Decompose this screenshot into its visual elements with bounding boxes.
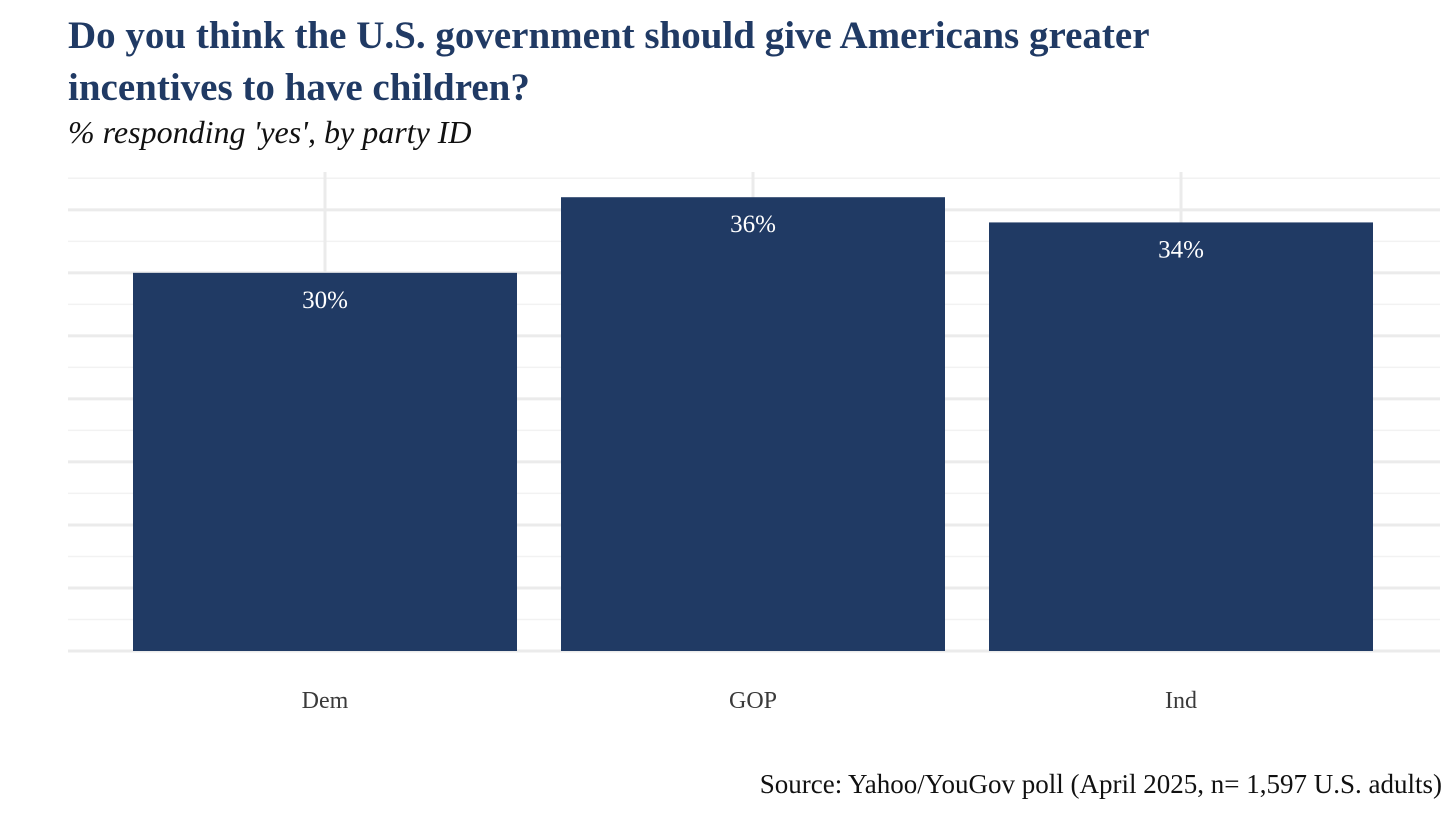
data-label-dem: 30%	[302, 287, 348, 314]
x-tick-label-gop: GOP	[729, 688, 777, 714]
source-note: Source: Yahoo/YouGov poll (April 2025, n…	[759, 769, 1442, 799]
bars	[133, 197, 1373, 652]
bar-ind	[989, 222, 1373, 651]
chart-subtitle: % responding 'yes', by party ID	[68, 114, 472, 150]
x-tick-label-ind: Ind	[1165, 688, 1197, 714]
data-label-gop: 36%	[730, 211, 776, 238]
bar-dem	[133, 272, 517, 651]
data-labels: 30% 36% 34%	[302, 211, 1204, 314]
x-tick-label-dem: Dem	[302, 688, 349, 714]
x-axis-tick-labels: Dem GOP Ind	[302, 688, 1197, 714]
data-label-ind: 34%	[1158, 236, 1204, 263]
chart-title: Do you think the U.S. government should …	[68, 14, 1149, 109]
bar-gop	[561, 197, 945, 652]
